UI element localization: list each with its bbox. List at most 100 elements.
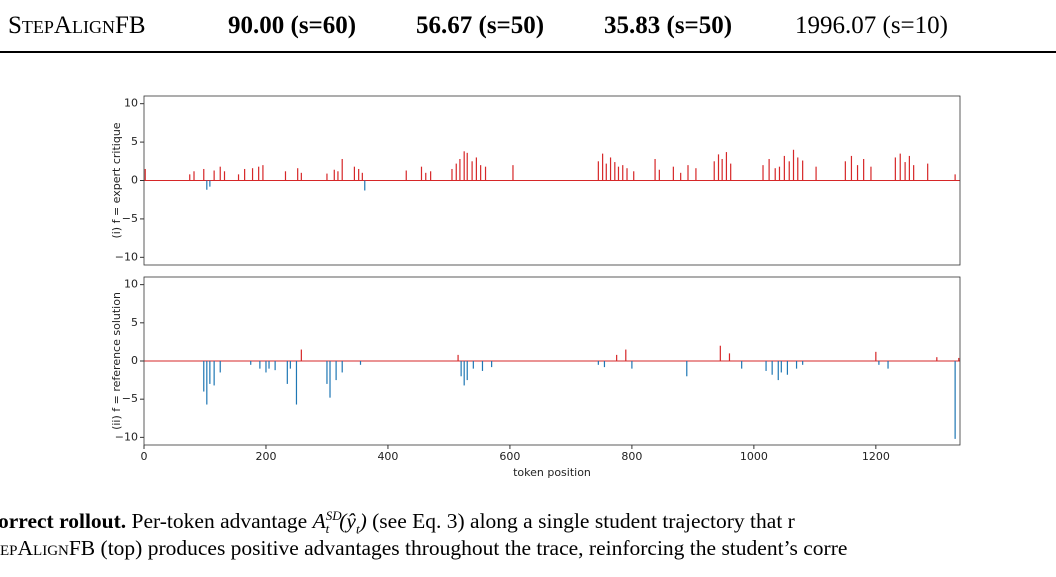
x-tick-label: 400 [377, 450, 398, 463]
y-tick-label: 10 [124, 278, 138, 291]
y-tick-label: 5 [131, 316, 138, 329]
bar [326, 361, 328, 384]
bar [728, 353, 731, 361]
bar [463, 361, 465, 386]
bar [788, 161, 790, 181]
bar [844, 161, 846, 181]
bar [687, 165, 689, 181]
bar [783, 155, 785, 181]
bar [251, 168, 254, 181]
bar [206, 180, 208, 190]
bar [771, 361, 773, 375]
bar [797, 157, 799, 181]
bar [954, 361, 956, 439]
bar [777, 361, 779, 381]
bar [768, 158, 770, 181]
bar [762, 165, 764, 181]
bar [609, 157, 612, 181]
bar [887, 361, 889, 369]
bar [189, 174, 191, 181]
bar [451, 168, 453, 181]
bar [289, 361, 291, 369]
bar [326, 173, 328, 181]
bar [625, 349, 627, 361]
table-row: StepAlignFB 90.00 (s=60) 56.67 (s=50) 35… [0, 8, 1056, 44]
bar [484, 166, 487, 181]
bar [295, 361, 298, 405]
math: t [355, 521, 360, 537]
y-tick-label: −10 [115, 430, 138, 443]
bar [358, 168, 360, 181]
math: ASDt (ŷt) [313, 508, 367, 537]
x-tick-label: 600 [499, 450, 520, 463]
bar [850, 155, 853, 181]
bar [244, 168, 246, 181]
method-name: StepAlignFB [8, 12, 146, 39]
bar [908, 155, 910, 181]
bar [725, 152, 728, 181]
bar [341, 158, 343, 181]
bar [203, 168, 205, 181]
bar [605, 163, 607, 181]
bar [466, 361, 468, 381]
bar [633, 171, 635, 181]
cell: 56.67 (s=50) [416, 12, 545, 39]
cell: 90.00 (s=60) [228, 12, 357, 39]
caption-line: epAlignFB (top) produces positive advant… [0, 536, 847, 561]
bar [223, 171, 226, 181]
caption-text: (top) produces positive advantages throu… [100, 536, 848, 560]
bar [672, 166, 674, 181]
bar [274, 361, 276, 371]
bar [795, 361, 798, 369]
bar [741, 361, 743, 369]
bar [856, 165, 859, 181]
bar [958, 357, 960, 361]
y-tick-label: 0 [131, 354, 138, 367]
bar [466, 152, 468, 181]
bar [686, 361, 688, 377]
bar [904, 162, 906, 181]
bar [870, 166, 872, 181]
cell: 35.83 (s=50) [604, 12, 733, 39]
bar [730, 163, 732, 181]
y-tick-label: 10 [124, 97, 138, 110]
bar [219, 166, 221, 181]
y-axis-label: (ii) f = reference solution [110, 292, 123, 430]
bar [286, 361, 288, 384]
bar [459, 158, 461, 181]
bar [602, 153, 604, 181]
bar [259, 361, 261, 369]
bar [297, 168, 299, 181]
y-tick-label: −5 [122, 212, 138, 225]
bar [878, 361, 880, 365]
bar [622, 165, 624, 181]
bar [654, 158, 656, 181]
bar [597, 361, 599, 365]
bar [717, 154, 720, 181]
bar [894, 157, 896, 181]
x-tick-label: 1000 [740, 450, 768, 463]
bar [300, 172, 302, 181]
bar [265, 361, 267, 373]
bar [329, 361, 331, 398]
bar [472, 361, 474, 369]
bar [786, 361, 789, 375]
bar [475, 157, 477, 181]
bar [617, 166, 620, 181]
bar [927, 163, 929, 181]
bar [658, 169, 660, 181]
table-rule [0, 51, 1056, 53]
bar [815, 166, 817, 181]
bar [213, 361, 215, 386]
bar [626, 168, 628, 181]
caption-lead: orrect rollout. [0, 509, 127, 534]
y-tick-label: −5 [122, 392, 138, 405]
caption-line: orrect rollout. Per-token advantage ASDt… [0, 508, 795, 537]
x-tick-label: 1200 [862, 450, 890, 463]
bar [206, 361, 208, 405]
bar [284, 171, 287, 181]
bar [480, 165, 482, 181]
bar [616, 354, 618, 361]
bar [802, 361, 804, 365]
